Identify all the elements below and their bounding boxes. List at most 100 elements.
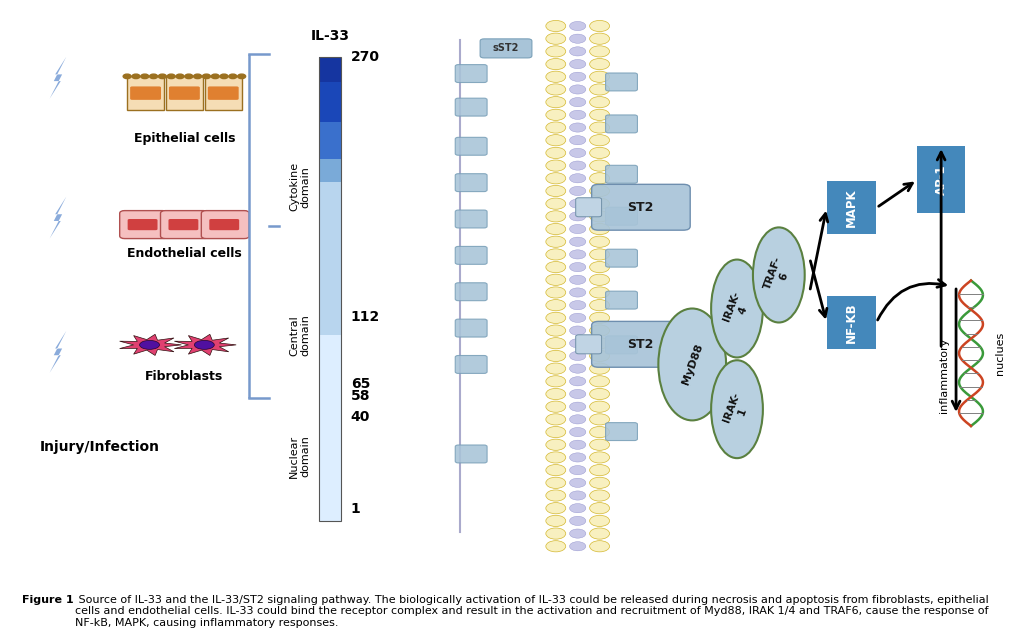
Circle shape: [589, 300, 610, 311]
Polygon shape: [175, 334, 236, 356]
Circle shape: [546, 325, 566, 336]
Text: MAPK: MAPK: [845, 188, 858, 227]
Circle shape: [570, 136, 586, 145]
Circle shape: [546, 236, 566, 248]
Circle shape: [546, 503, 566, 514]
FancyBboxPatch shape: [606, 249, 637, 267]
Polygon shape: [50, 197, 66, 239]
Text: 65: 65: [351, 377, 370, 391]
Text: ST2: ST2: [627, 201, 653, 213]
Circle shape: [570, 224, 586, 233]
Circle shape: [570, 491, 586, 500]
Text: Cytokine
domain: Cytokine domain: [290, 162, 311, 212]
FancyBboxPatch shape: [166, 77, 203, 110]
Circle shape: [570, 390, 586, 399]
Circle shape: [546, 198, 566, 209]
Circle shape: [546, 249, 566, 260]
Circle shape: [546, 211, 566, 222]
Circle shape: [589, 464, 610, 476]
Circle shape: [546, 185, 566, 197]
FancyBboxPatch shape: [205, 77, 242, 110]
Circle shape: [132, 74, 140, 78]
FancyBboxPatch shape: [455, 98, 487, 116]
Circle shape: [238, 74, 246, 78]
Circle shape: [546, 350, 566, 361]
Circle shape: [211, 74, 219, 78]
Circle shape: [546, 109, 566, 120]
Circle shape: [570, 428, 586, 437]
Text: Fibroblasts: Fibroblasts: [145, 370, 224, 383]
Circle shape: [168, 74, 175, 78]
Circle shape: [570, 47, 586, 56]
Circle shape: [185, 74, 193, 78]
Circle shape: [546, 312, 566, 323]
Text: IL-33: IL-33: [310, 29, 350, 43]
Circle shape: [589, 249, 610, 260]
Circle shape: [546, 439, 566, 450]
Text: Endothelial cells: Endothelial cells: [127, 247, 242, 260]
Circle shape: [570, 351, 586, 361]
Circle shape: [589, 134, 610, 146]
Circle shape: [570, 174, 586, 183]
Circle shape: [546, 376, 566, 387]
FancyBboxPatch shape: [130, 86, 161, 100]
Text: MyD88: MyD88: [680, 343, 704, 386]
Circle shape: [570, 275, 586, 284]
Circle shape: [570, 149, 586, 158]
FancyBboxPatch shape: [591, 185, 690, 230]
Circle shape: [546, 464, 566, 476]
Circle shape: [570, 300, 586, 310]
Circle shape: [546, 33, 566, 44]
Circle shape: [589, 363, 610, 374]
Circle shape: [570, 288, 586, 297]
Text: NF-KB: NF-KB: [845, 302, 858, 343]
Circle shape: [546, 515, 566, 527]
Circle shape: [570, 212, 586, 221]
Circle shape: [589, 96, 610, 108]
Circle shape: [570, 415, 586, 424]
Circle shape: [149, 74, 157, 78]
Circle shape: [570, 72, 586, 82]
FancyBboxPatch shape: [606, 422, 637, 440]
FancyBboxPatch shape: [455, 319, 487, 337]
Circle shape: [176, 74, 184, 78]
Circle shape: [589, 388, 610, 399]
Ellipse shape: [194, 340, 214, 349]
Circle shape: [546, 477, 566, 489]
Text: Figure 1: Figure 1: [22, 595, 74, 605]
Circle shape: [570, 453, 586, 462]
Text: 40: 40: [351, 410, 370, 424]
Circle shape: [570, 313, 586, 322]
Circle shape: [546, 414, 566, 425]
Circle shape: [589, 21, 610, 32]
Circle shape: [589, 59, 610, 69]
Text: 58: 58: [351, 389, 370, 403]
Circle shape: [589, 490, 610, 501]
Circle shape: [589, 236, 610, 248]
Ellipse shape: [658, 309, 726, 421]
Text: Epithelial cells: Epithelial cells: [134, 132, 235, 145]
Circle shape: [570, 364, 586, 373]
Circle shape: [546, 452, 566, 463]
Circle shape: [589, 223, 610, 235]
Circle shape: [158, 74, 167, 78]
Polygon shape: [50, 331, 66, 373]
Circle shape: [570, 440, 586, 449]
Circle shape: [546, 122, 566, 133]
Circle shape: [570, 541, 586, 551]
Text: sST2: sST2: [493, 43, 519, 53]
Circle shape: [589, 528, 610, 539]
Text: Injury/Infection: Injury/Infection: [40, 440, 161, 454]
FancyBboxPatch shape: [455, 246, 487, 264]
Circle shape: [589, 109, 610, 120]
FancyBboxPatch shape: [209, 219, 239, 230]
Circle shape: [570, 21, 586, 31]
Circle shape: [589, 452, 610, 463]
FancyBboxPatch shape: [169, 219, 198, 230]
Ellipse shape: [711, 260, 763, 358]
Circle shape: [589, 274, 610, 285]
Circle shape: [141, 74, 148, 78]
Circle shape: [589, 477, 610, 489]
Circle shape: [570, 326, 586, 335]
Circle shape: [589, 122, 610, 133]
